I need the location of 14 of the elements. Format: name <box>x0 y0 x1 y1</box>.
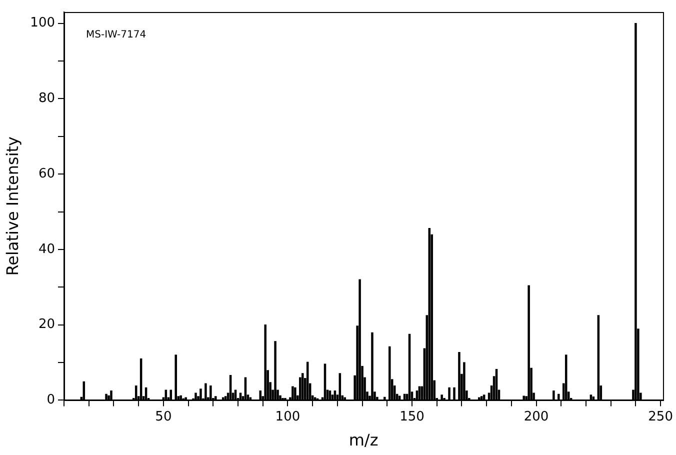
x-axis-title: m/z <box>348 430 378 450</box>
x-tick-label: 50 <box>155 409 172 424</box>
x-tick-label: 100 <box>275 409 300 424</box>
y-tick-label: 60 <box>38 166 56 182</box>
y-tick-label: 20 <box>38 317 56 332</box>
x-tick-label: 250 <box>648 409 673 424</box>
annotation: MS-IW-7174 <box>86 30 146 41</box>
x-tick-label: 150 <box>400 409 424 424</box>
y-tick-label: 80 <box>38 91 56 106</box>
y-tick-label: 100 <box>30 16 56 31</box>
y-tick-label: 40 <box>38 242 56 257</box>
y-axis-title: Relative Intensity <box>2 136 22 276</box>
x-tick-label: 200 <box>524 409 549 424</box>
y-tick-label: 0 <box>46 392 56 408</box>
